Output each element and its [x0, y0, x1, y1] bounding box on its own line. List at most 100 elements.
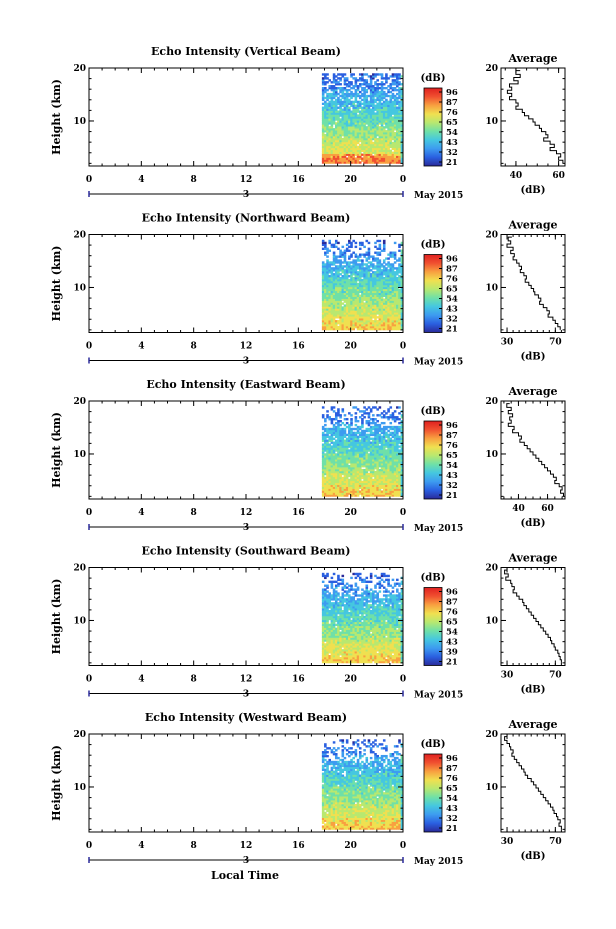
heatmap-cell — [350, 472, 353, 476]
heatmap-cell — [324, 433, 327, 437]
heatmap-cell — [393, 128, 397, 131]
heatmap-cell — [350, 470, 353, 474]
heatmap-cell — [348, 412, 351, 415]
heatmap-cell — [387, 466, 390, 470]
heatmap-cell — [352, 476, 355, 480]
heatmap-cell — [365, 292, 369, 296]
heatmap-cell — [339, 120, 342, 123]
heatmap-cell — [334, 443, 338, 446]
heatmap-cell — [400, 494, 404, 497]
heatmap-cell — [321, 611, 325, 615]
heatmap-cell — [387, 314, 390, 317]
heatmap-cell — [332, 629, 336, 632]
heatmap-cell — [350, 488, 353, 491]
heatmap-cell — [367, 492, 371, 495]
heatmap-cell — [398, 276, 401, 280]
heatmap-cell — [358, 492, 362, 495]
heatmap-cell — [387, 410, 390, 413]
heatmap-cell — [332, 637, 336, 640]
heatmap-cell — [396, 157, 399, 160]
heatmap-cell — [367, 314, 371, 317]
heatmap-cell — [382, 83, 386, 86]
heatmap-cell — [332, 611, 336, 615]
heatmap-cell — [385, 130, 388, 133]
heatmap-cell — [380, 73, 384, 76]
heatmap-cell — [358, 149, 362, 153]
heatmap-cell — [374, 423, 377, 427]
heatmap-cell — [369, 92, 373, 96]
heatmap-cell — [332, 310, 336, 313]
heatmap-cell — [380, 112, 384, 115]
heatmap-cell — [324, 441, 327, 444]
heatmap-cell — [363, 282, 366, 286]
heatmap-cell — [391, 457, 395, 460]
heatmap-cell — [345, 120, 349, 123]
heatmap-cell — [324, 466, 327, 470]
heatmap-cell — [339, 414, 342, 417]
heatmap-cell — [382, 153, 386, 156]
heatmap-cell — [385, 155, 388, 158]
heatmap-cell — [400, 300, 404, 303]
heatmap-cell — [345, 468, 349, 472]
heatmap-cell — [369, 298, 373, 301]
heatmap-cell — [341, 435, 345, 439]
heatmap-cell — [374, 425, 377, 429]
heatmap-cell — [321, 108, 325, 111]
heatmap-cell — [321, 96, 325, 100]
heatmap-cell — [365, 135, 369, 139]
heatmap-cell — [324, 100, 327, 104]
heatmap-cell — [332, 255, 336, 258]
x-tick-label: 0 — [400, 508, 406, 518]
heatmap-cell — [374, 245, 377, 249]
panel-2: Echo Intensity (Northward Beam)Height (k… — [50, 212, 566, 368]
heatmap-cell — [358, 137, 362, 141]
heatmap-cell — [358, 478, 362, 482]
heatmap-cell — [332, 410, 336, 413]
y-tick-label: 10 — [73, 117, 86, 127]
heatmap-cell — [350, 255, 353, 258]
heatmap-cell — [367, 135, 371, 139]
heatmap-cell — [332, 425, 336, 429]
heatmap-cell — [324, 102, 327, 106]
heatmap-cell — [389, 128, 393, 131]
heatmap-cell — [348, 280, 351, 284]
heatmap-cell — [330, 308, 334, 311]
colorbar — [423, 87, 443, 167]
heatmap-cell — [348, 455, 351, 458]
heatmap-cell — [330, 143, 334, 147]
heatmap-cell — [350, 151, 353, 154]
heatmap-cell — [326, 443, 329, 446]
heatmap-cell — [352, 427, 355, 431]
heatmap-cell — [330, 288, 334, 292]
heatmap-cell — [341, 118, 345, 121]
heatmap-cell — [348, 478, 351, 482]
heatmap-cell — [358, 77, 362, 80]
heatmap-cell — [326, 133, 329, 137]
heatmap-cell — [393, 79, 397, 82]
heatmap-cell — [382, 318, 386, 321]
heatmap-cell — [324, 247, 327, 250]
heatmap-cell — [387, 316, 390, 319]
heatmap-cell — [350, 253, 353, 256]
heatmap-cell — [376, 157, 379, 160]
heatmap-cell — [374, 474, 377, 478]
heatmap-cell — [400, 102, 404, 106]
heatmap-cell — [343, 323, 347, 327]
heatmap-cell — [332, 261, 336, 264]
heatmap-cell — [391, 75, 395, 78]
heatmap-cell — [339, 300, 342, 303]
heatmap-cell — [387, 112, 390, 115]
heatmap-cell — [339, 118, 342, 121]
heatmap-cell — [380, 159, 384, 162]
heatmap-cell — [326, 604, 329, 607]
heatmap-cell — [356, 492, 360, 495]
heatmap-cell — [389, 157, 393, 160]
heatmap-cell — [334, 465, 338, 468]
heatmap-cell — [350, 149, 353, 153]
heatmap-cell — [385, 314, 388, 317]
heatmap-cell — [398, 280, 401, 284]
heatmap-cell — [324, 439, 327, 442]
heatmap-cell — [382, 145, 386, 149]
heatmap-cell — [376, 429, 379, 433]
heatmap-cell — [385, 298, 388, 301]
